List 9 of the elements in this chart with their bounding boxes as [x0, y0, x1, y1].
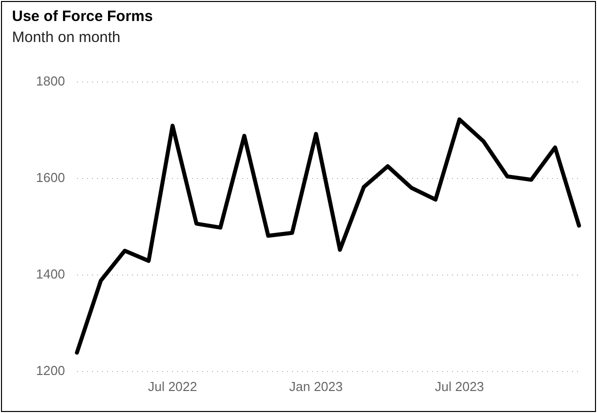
y-tick-label: 1800: [36, 73, 65, 88]
chart-subtitle: Month on month: [12, 29, 120, 46]
x-tick-label: Jul 2023: [434, 378, 484, 394]
x-tick-label: Jan 2023: [289, 378, 343, 394]
y-tick-label: 1600: [36, 170, 65, 185]
y-tick-label: 1200: [36, 362, 65, 378]
x-tick-label: Jul 2022: [148, 378, 198, 394]
chart-title: Use of Force Forms: [12, 8, 153, 25]
y-tick-label: 1400: [36, 266, 65, 282]
